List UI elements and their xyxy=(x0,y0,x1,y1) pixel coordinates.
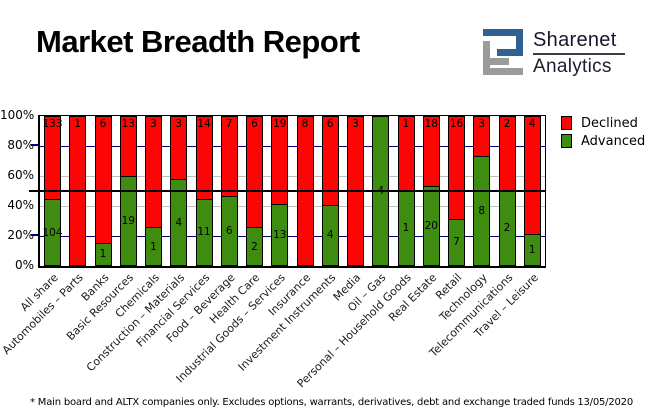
plot-area: 1331041611319313414117662191386434111820… xyxy=(29,115,546,268)
advanced-count: 1 xyxy=(99,248,107,261)
declined-count: 16 xyxy=(449,118,464,130)
declined-count: 1 xyxy=(402,118,410,130)
gridline xyxy=(40,206,545,207)
advanced-count: 7 xyxy=(453,236,460,249)
gridline xyxy=(40,146,545,147)
declined-count: 7 xyxy=(225,118,233,130)
advanced-segment xyxy=(171,179,187,265)
advanced-segment xyxy=(272,203,288,265)
y-axis-tick xyxy=(31,234,38,236)
declined-count: 2 xyxy=(503,118,511,130)
advanced-count: 8 xyxy=(478,205,486,218)
advanced-segment xyxy=(322,204,338,265)
advanced-count: 1 xyxy=(402,222,410,234)
y-axis-label: 100% xyxy=(0,108,35,122)
advanced-segment xyxy=(146,227,161,265)
chart-legend: Declined Advanced xyxy=(561,114,645,150)
footnote-row: * Main board and ALTX companies only. Ex… xyxy=(30,397,633,408)
legend-label-advanced: Advanced xyxy=(581,133,646,149)
advanced-segment xyxy=(120,176,136,265)
declined-count: 3 xyxy=(352,118,359,130)
advanced-count: 4 xyxy=(326,229,334,242)
advanced-segment xyxy=(247,227,262,265)
y-axis-label: 20% xyxy=(7,228,34,242)
advanced-count: 2 xyxy=(503,222,511,234)
declined-count: 6 xyxy=(251,118,258,130)
advanced-count: 1 xyxy=(150,240,157,253)
advanced-segment xyxy=(449,218,464,265)
logo-divider xyxy=(533,53,625,55)
advanced-count: 11 xyxy=(197,226,211,239)
declined-count: 18 xyxy=(424,118,438,130)
advanced-count: 13 xyxy=(273,228,287,241)
advanced-segment xyxy=(196,198,212,265)
fifty-percent-line xyxy=(29,190,545,192)
declined-count: 13 xyxy=(121,118,135,130)
advanced-segment xyxy=(95,242,111,265)
y-axis-label: 80% xyxy=(7,138,34,152)
footnote-text: * Main board and ALTX companies only. Ex… xyxy=(30,397,575,408)
advanced-segment xyxy=(221,195,237,265)
declined-count: 6 xyxy=(99,118,107,130)
y-axis-label: 60% xyxy=(7,168,34,182)
page-title: Market Breadth Report xyxy=(36,24,360,59)
declined-count: 19 xyxy=(273,118,287,130)
logo-blue-part xyxy=(483,29,523,56)
declined-swatch xyxy=(561,116,572,130)
sharenet-logo-icon xyxy=(483,29,523,75)
declined-count: 8 xyxy=(301,118,309,130)
advanced-count: 104 xyxy=(42,226,63,239)
declined-count: 133 xyxy=(42,118,63,130)
declined-count: 6 xyxy=(326,118,334,130)
y-axis-label: 0% xyxy=(14,258,34,272)
gridline xyxy=(40,236,545,237)
report-date: 13/05/2020 xyxy=(577,397,633,408)
sharenet-logo: Sharenet Analytics xyxy=(483,29,625,78)
logo-gray-part xyxy=(483,41,523,75)
legend-item-declined: Declined xyxy=(561,114,645,132)
advanced-count: 20 xyxy=(424,220,438,233)
declined-count: 4 xyxy=(528,118,536,130)
advanced-swatch xyxy=(561,134,572,148)
advanced-segment xyxy=(524,234,540,265)
logo-line-analytics: Analytics xyxy=(533,56,612,77)
legend-label-declined: Declined xyxy=(581,115,638,131)
advanced-count: 1 xyxy=(528,244,536,257)
advanced-segment xyxy=(423,186,439,265)
gridline xyxy=(40,176,545,177)
declined-count: 1 xyxy=(74,118,82,130)
y-axis-tick xyxy=(31,144,38,146)
advanced-segment xyxy=(474,156,490,265)
declined-count: 3 xyxy=(478,118,486,130)
advanced-count: 6 xyxy=(225,224,233,237)
declined-count: 3 xyxy=(175,118,183,130)
y-axis-label: 40% xyxy=(7,198,34,212)
declined-count: 3 xyxy=(150,118,157,130)
logo-line-sharenet: Sharenet xyxy=(533,29,617,51)
advanced-count: 2 xyxy=(251,240,258,253)
declined-count: 14 xyxy=(197,118,211,130)
advanced-count: 19 xyxy=(121,215,135,228)
legend-item-advanced: Advanced xyxy=(561,132,645,150)
advanced-count: 4 xyxy=(175,216,183,229)
advanced-segment xyxy=(45,199,60,265)
sharenet-logo-text: Sharenet Analytics xyxy=(533,29,625,78)
